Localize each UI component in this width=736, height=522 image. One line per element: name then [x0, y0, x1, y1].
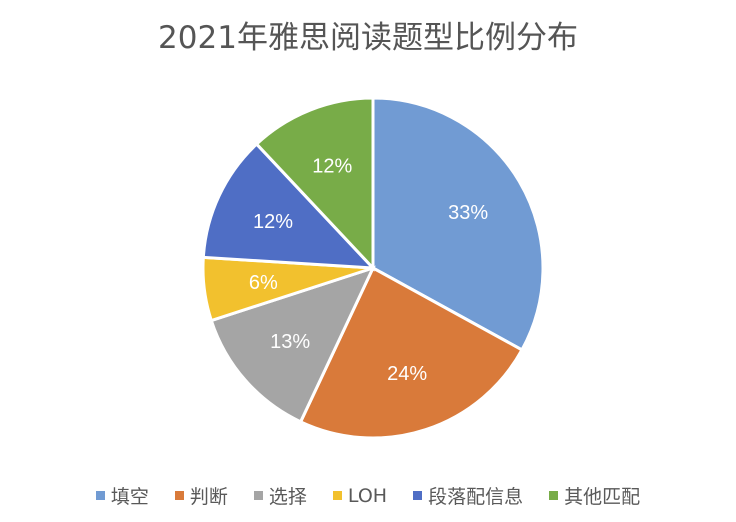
legend-item: 其他匹配: [549, 482, 640, 509]
data-label: 13%: [270, 331, 310, 353]
pie-slice-2: [209, 265, 376, 424]
legend-label: 判断: [189, 486, 228, 508]
legend-label: LOH: [347, 484, 388, 507]
legend: 填空 判断 选择 LOH 段落配信息 其他匹配: [0, 482, 736, 509]
legend-item: 段落配信息: [413, 482, 523, 509]
legend-swatch: [253, 491, 263, 500]
pie-slice-5: [254, 96, 375, 272]
legend-label: 选择: [268, 486, 307, 508]
pie-slice-1: [298, 265, 525, 440]
data-label: 12%: [312, 155, 352, 177]
legend-label: 其他匹配: [564, 486, 641, 508]
legend-label: 段落配信息: [428, 486, 524, 508]
legend-item: 填空: [95, 482, 149, 509]
chart-title: 2021年雅思阅读题型比例分布: [158, 20, 578, 56]
data-label: 12%: [253, 211, 293, 233]
legend-swatch: [332, 491, 342, 500]
data-label: 6%: [249, 272, 278, 294]
legend-item: 判断: [174, 482, 228, 509]
legend-item: 选择: [253, 482, 307, 509]
pie-slice-4: [201, 141, 377, 270]
legend-swatch: [174, 491, 184, 500]
legend-swatch: [95, 491, 105, 500]
legend-swatch: [413, 491, 423, 500]
pie-chart: 33% 24% 13% 6% 12% 12%: [201, 96, 545, 440]
legend-item: LOH: [332, 482, 388, 509]
legend-label: 填空: [110, 486, 149, 508]
pie-slice-0: [371, 96, 545, 352]
legend-swatch: [549, 491, 559, 500]
data-label: 33%: [448, 202, 488, 224]
data-label: 24%: [387, 363, 427, 385]
